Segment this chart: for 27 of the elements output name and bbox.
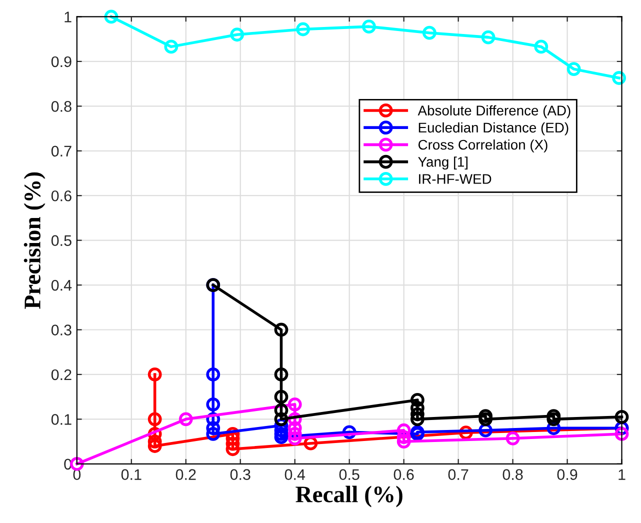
x-tick-label: 0.5 bbox=[339, 469, 360, 480]
y-tick-label: 0.2 bbox=[51, 369, 72, 380]
x-axis-title: Recall (%) bbox=[296, 486, 402, 508]
x-tick-label: 0.3 bbox=[230, 469, 250, 480]
y-tick-label: 0.7 bbox=[51, 146, 72, 157]
y-tick-label: 0.4 bbox=[51, 280, 72, 291]
legend-label: Yang [1] bbox=[418, 156, 468, 170]
x-tick-label: 0.4 bbox=[284, 469, 306, 480]
legend-label: IR-HF-WED bbox=[419, 174, 492, 184]
x-tick-label: 0.1 bbox=[121, 469, 142, 480]
y-tick-label: 0.8 bbox=[51, 101, 72, 112]
y-tick-label: 0.1 bbox=[51, 414, 72, 425]
y-tick-label: 0.9 bbox=[51, 56, 72, 68]
x-tick-label: 0.8 bbox=[502, 469, 523, 480]
x-tick-label: 0.2 bbox=[176, 469, 196, 480]
x-tick-label: 0.6 bbox=[394, 469, 414, 480]
y-tick-label: 0.3 bbox=[51, 324, 72, 336]
x-tick-label: 0.9 bbox=[557, 469, 578, 480]
legend-label: Absolute Difference (AD) bbox=[418, 105, 570, 118]
legend-label: Cross Correlation (X) bbox=[418, 139, 548, 152]
y-tick-label: 0.6 bbox=[51, 190, 72, 202]
legend-label: Eucledian Distance (ED) bbox=[418, 122, 568, 136]
x-tick-label: 1 bbox=[618, 469, 626, 480]
y-axis-title: Precision (%) bbox=[24, 172, 46, 309]
y-tick-label: 0.5 bbox=[51, 235, 72, 246]
x-tick-label: 0.7 bbox=[448, 469, 468, 480]
y-tick-label: 1 bbox=[64, 12, 72, 22]
